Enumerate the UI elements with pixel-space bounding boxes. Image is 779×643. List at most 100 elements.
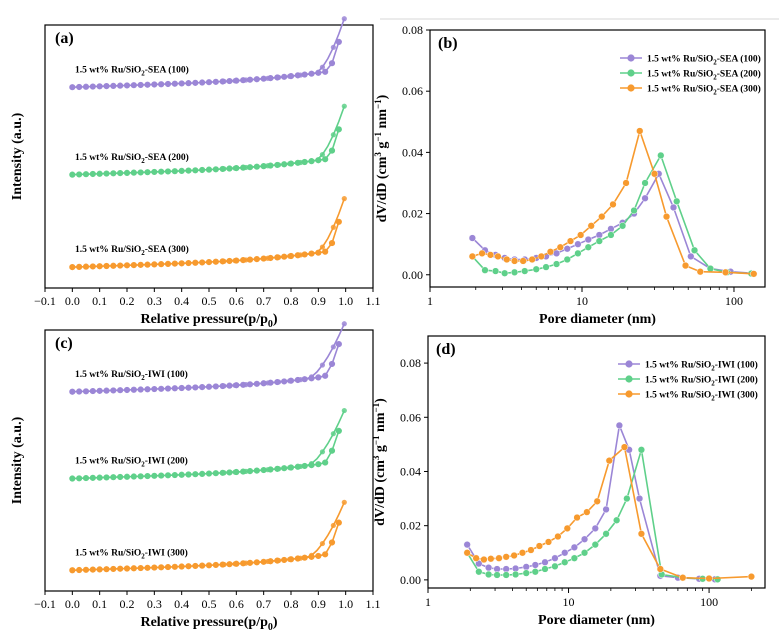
data-point — [243, 164, 249, 171]
data-point — [137, 261, 144, 268]
data-point — [205, 258, 213, 266]
data-point — [69, 171, 76, 178]
data-point — [164, 260, 172, 267]
data-point — [613, 516, 621, 524]
legend-marker — [627, 84, 635, 92]
y-axis-title: Intensity (a.u.) — [10, 416, 25, 504]
data-point — [82, 388, 90, 395]
data-point — [226, 382, 233, 389]
data-point — [69, 475, 76, 482]
data-point — [76, 566, 83, 574]
data-point — [566, 237, 575, 245]
data-point — [584, 243, 592, 251]
data-point — [243, 382, 249, 388]
y-tick-label: 0.00 — [402, 268, 423, 282]
x-tick-label: 1 — [427, 294, 433, 308]
data-point — [297, 72, 304, 78]
data-point — [171, 563, 178, 570]
data-point — [472, 554, 480, 562]
data-point — [130, 169, 137, 176]
data-point — [330, 431, 336, 437]
data-point — [287, 378, 293, 384]
data-point — [276, 557, 282, 564]
data-point — [254, 76, 260, 82]
series-line — [466, 449, 718, 581]
adsorption-line — [72, 430, 340, 480]
data-point — [192, 167, 199, 174]
data-point — [551, 554, 559, 562]
data-point — [605, 456, 613, 465]
data-point — [622, 179, 630, 187]
data-point — [322, 68, 329, 75]
data-point — [609, 200, 617, 209]
data-point — [328, 539, 336, 546]
data-point — [117, 82, 124, 89]
data-point — [82, 171, 90, 178]
data-point — [503, 255, 511, 264]
data-point — [276, 162, 282, 168]
panel-d: 1 10 100 0.00 0.02 0.04 0.06 0.08 Pore diameter … — [371, 335, 766, 628]
data-point — [607, 231, 615, 239]
data-point — [635, 494, 644, 503]
y-tick-label: 0.04 — [402, 145, 423, 159]
data-point — [199, 259, 206, 266]
data-point — [580, 535, 589, 543]
data-point — [315, 249, 322, 256]
data-point — [192, 259, 199, 266]
data-point — [591, 524, 599, 533]
data-point — [151, 564, 158, 571]
data-point — [541, 565, 549, 573]
data-point — [254, 467, 260, 474]
data-point — [706, 264, 715, 273]
data-point — [243, 560, 249, 566]
data-point — [254, 381, 260, 387]
data-point — [287, 253, 293, 259]
series-label: 1.5 wt% Ru/SiO2-IWI (300) — [75, 547, 188, 560]
data-point — [620, 443, 629, 451]
data-point — [82, 263, 90, 270]
data-point — [319, 152, 326, 158]
data-point — [591, 540, 599, 549]
series-label: 1.5 wt% Ru/SiO2-SEA (300) — [75, 244, 189, 257]
data-point — [750, 270, 758, 278]
data-point — [96, 387, 103, 394]
data-point — [226, 561, 233, 568]
data-point — [276, 379, 282, 385]
data-point — [243, 257, 249, 263]
data-point — [484, 570, 493, 579]
data-point — [151, 385, 158, 393]
data-point — [110, 387, 117, 394]
data-point — [561, 558, 569, 566]
y-tick-label: 0.04 — [400, 464, 421, 478]
data-point — [595, 231, 603, 239]
data-point — [322, 372, 329, 379]
data-point — [502, 553, 510, 561]
data-point — [527, 546, 535, 554]
data-point — [494, 252, 502, 261]
panel-label: (b) — [438, 35, 458, 52]
data-point — [221, 166, 227, 172]
x-tick-label: 0.5 — [202, 597, 217, 611]
data-point — [495, 554, 503, 562]
data-point — [551, 562, 559, 570]
data-point — [178, 384, 185, 392]
y-axis-title: Intensity (a.u.) — [10, 112, 25, 200]
x-tick-label: 0.3 — [147, 597, 162, 611]
data-point — [281, 465, 288, 472]
data-point — [123, 473, 131, 480]
data-point — [542, 263, 550, 271]
data-point — [82, 566, 90, 573]
data-point — [158, 261, 165, 268]
data-point — [185, 563, 192, 570]
data-point — [69, 567, 76, 574]
data-point — [669, 203, 678, 212]
data-point — [475, 568, 483, 576]
data-point — [636, 127, 644, 135]
series-label: 1.5 wt% Ru/SiO2-SEA (200) — [75, 152, 189, 165]
data-point — [221, 383, 227, 389]
x-tick-label: 1.1 — [366, 294, 381, 308]
data-point — [117, 170, 124, 177]
data-point — [164, 385, 172, 392]
x-tick-label: 0.4 — [174, 597, 189, 611]
